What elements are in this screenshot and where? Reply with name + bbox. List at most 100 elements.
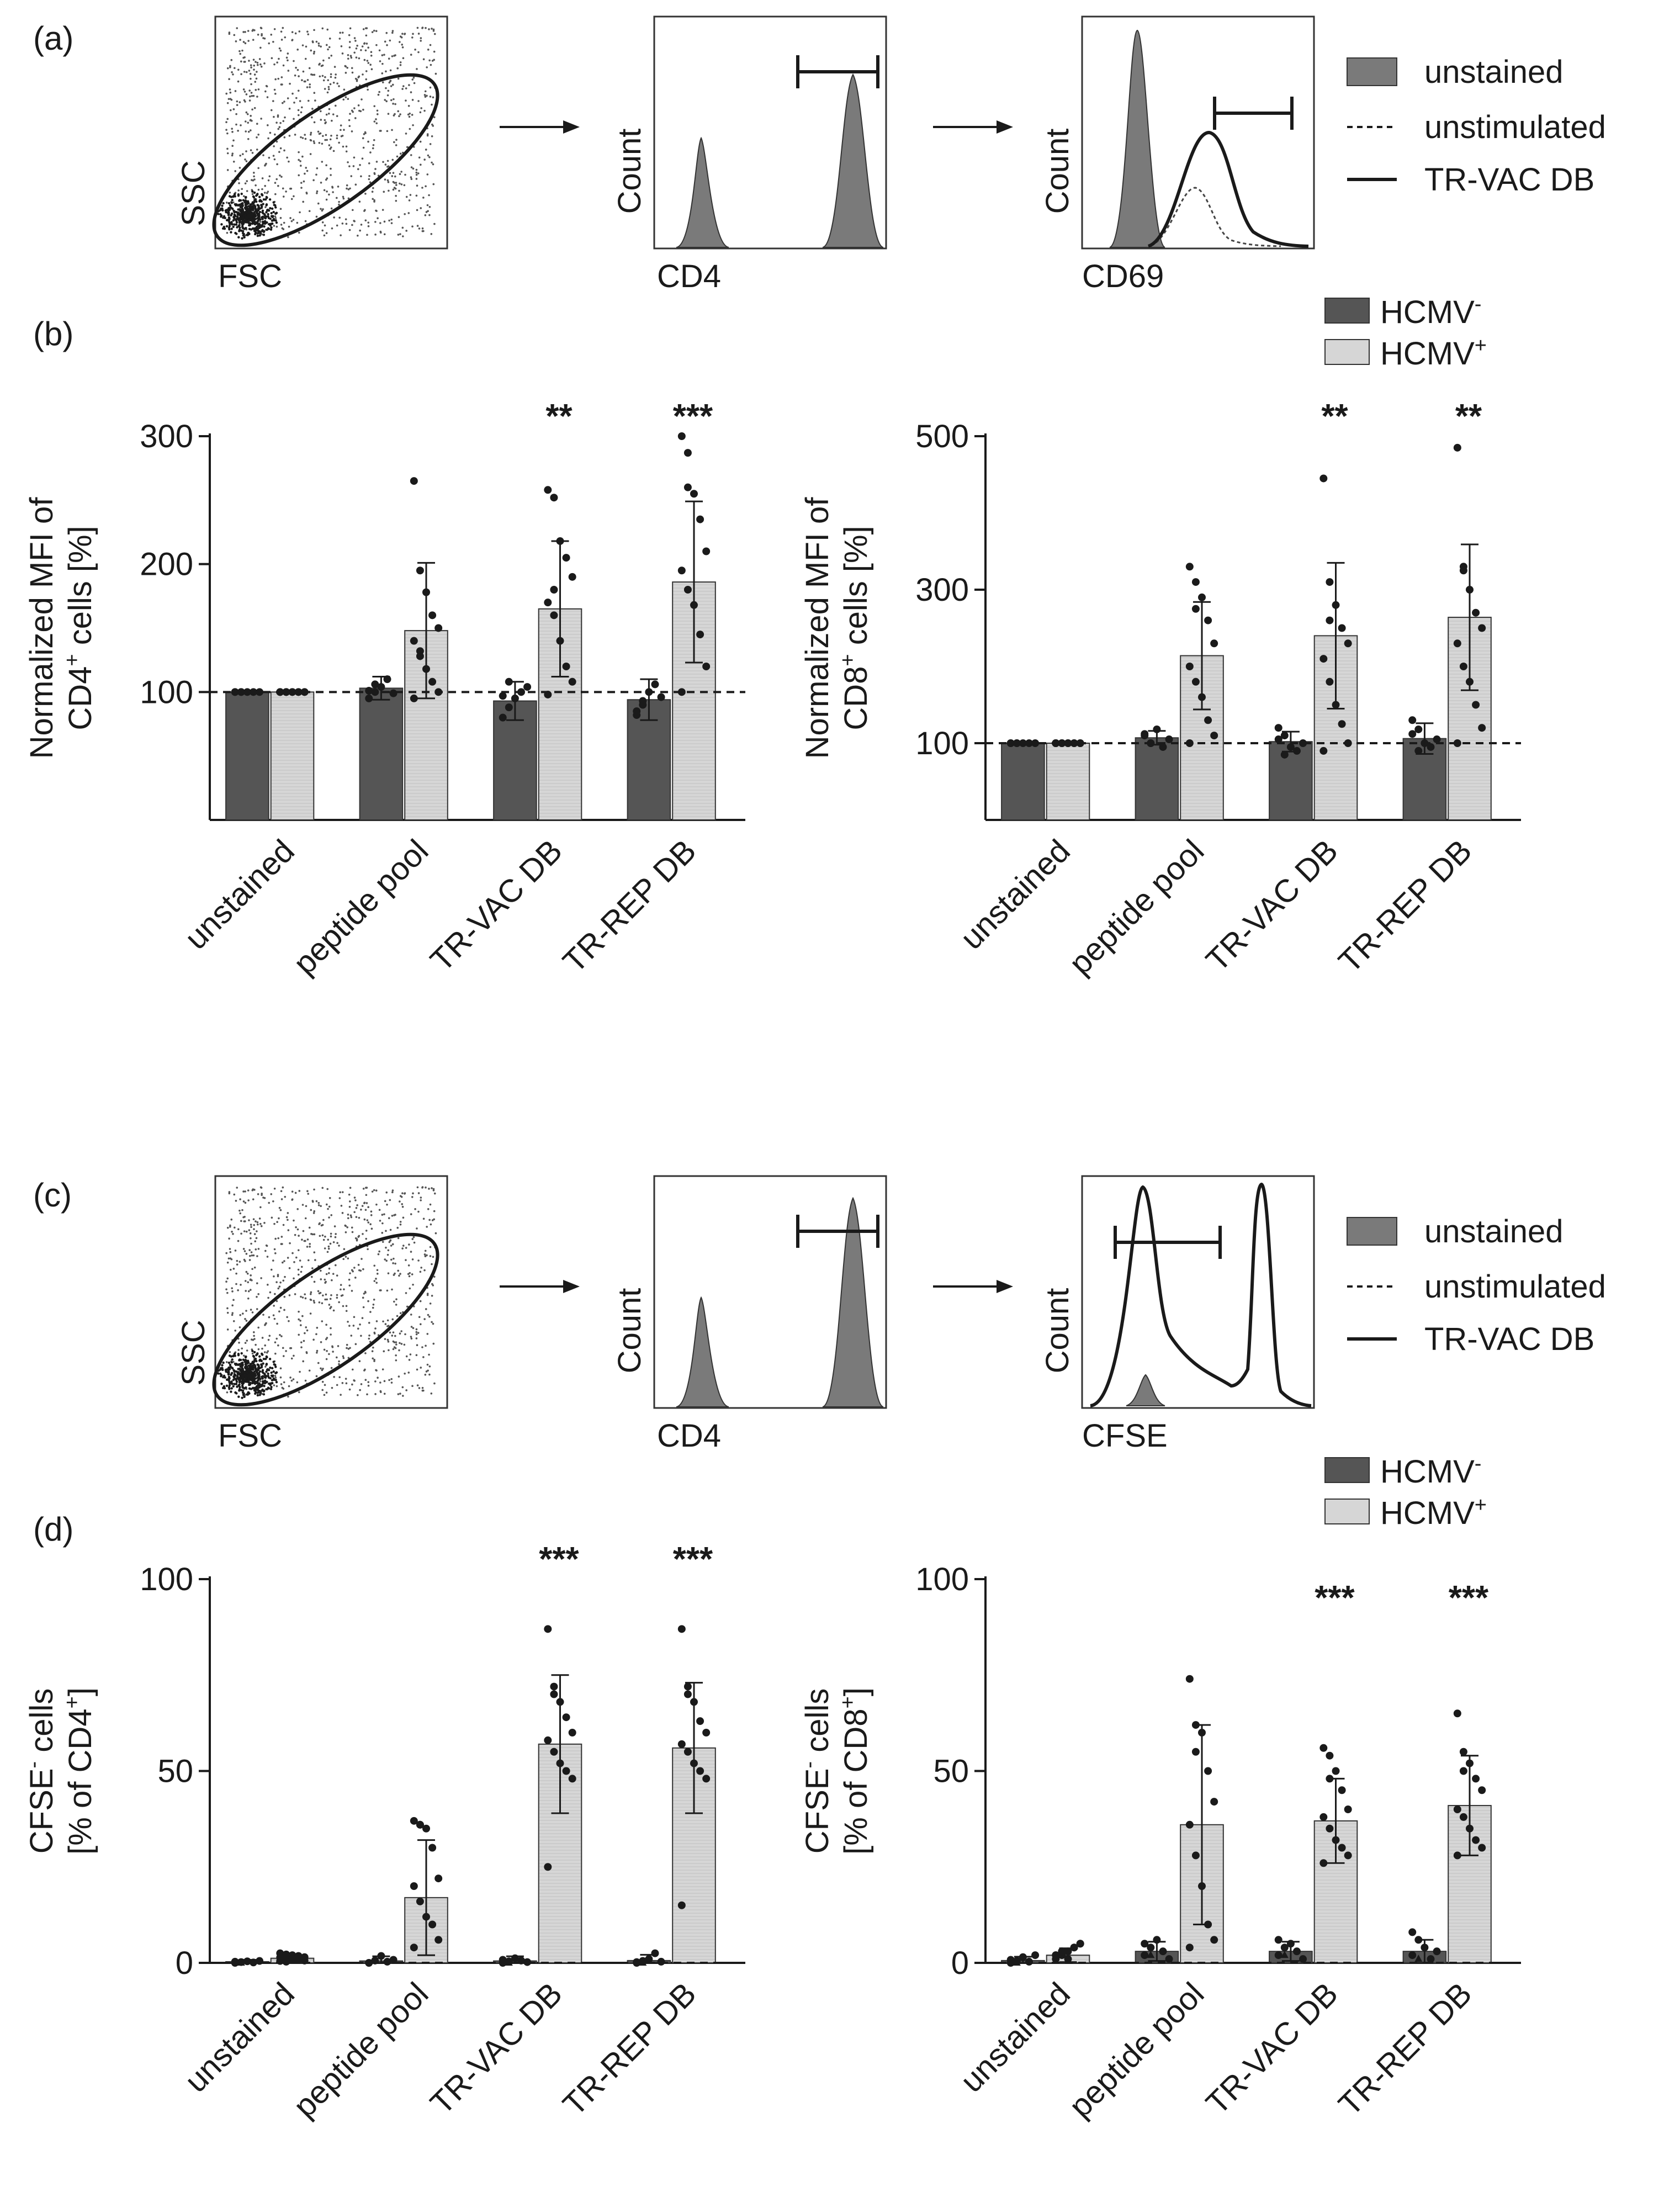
scatter-dot [364, 1291, 367, 1294]
scatter-dot [393, 141, 395, 144]
data-point [1076, 1940, 1084, 1948]
scatter-dot [241, 218, 244, 221]
scatter-dot [359, 1269, 362, 1272]
data-point [677, 566, 686, 575]
scatter-dot [389, 80, 392, 82]
scatter-dot [272, 155, 275, 157]
scatter-dot [360, 1208, 362, 1211]
scatter-dot [279, 216, 282, 219]
scatter-dot [390, 222, 393, 224]
scatter-dot [255, 61, 257, 63]
scatter-dot [237, 236, 240, 239]
scatter-dot [331, 227, 333, 230]
scatter-dot [386, 1203, 388, 1206]
scatter-dot [247, 1380, 250, 1383]
scatter-dot [317, 1362, 320, 1364]
scatter-dot [345, 150, 348, 153]
scatter-dot [282, 27, 284, 29]
scatter-dot [253, 1224, 256, 1226]
scatter-dot [288, 107, 291, 110]
data-point [1326, 1751, 1334, 1760]
scatter-dot [245, 1310, 247, 1312]
scatter-dot [246, 1349, 248, 1352]
c-cfse-histogram: Count CFSE [1040, 1175, 1315, 1454]
scatter-dot [336, 115, 338, 117]
scatter-dot [244, 1201, 247, 1204]
scatter-dot [401, 226, 404, 229]
data-point [1191, 605, 1200, 613]
scatter-dot [248, 1219, 250, 1221]
scatter-dot [243, 195, 245, 198]
scatter-dot [366, 1393, 368, 1396]
scatter-dot [398, 1274, 400, 1277]
scatter-dot [236, 226, 239, 229]
scatter-dot [394, 1214, 396, 1216]
scatter-dot [386, 1289, 389, 1292]
scatter-dot [273, 225, 275, 227]
scatter-dot [423, 1269, 426, 1272]
scatter-dot [311, 1267, 314, 1269]
scatter-dot [235, 1200, 237, 1202]
x-tick-label: TR-REP DB [1332, 1976, 1478, 2122]
data-point [550, 586, 558, 594]
scatter-dot [367, 221, 370, 224]
scatter-dot [239, 52, 242, 55]
data-point [1433, 735, 1441, 744]
scatter-dot [276, 1322, 278, 1325]
scatter-dot [221, 1367, 224, 1370]
scatter-dot [399, 1342, 401, 1344]
scatter-dot [331, 119, 333, 122]
scatter-dot [367, 1248, 369, 1251]
scatter-dot [240, 212, 243, 215]
scatter-dot [358, 1216, 361, 1219]
data-point [256, 1957, 264, 1965]
scatter-dot [288, 1320, 290, 1322]
scatter-dot [348, 1325, 351, 1327]
scatter-dot [253, 107, 256, 109]
scatter-dot [247, 231, 250, 235]
c-cfse-unstained [1126, 1374, 1165, 1406]
scatter-dot [250, 92, 253, 94]
scatter-dot [245, 1367, 247, 1370]
scatter-dot [354, 1237, 357, 1240]
scatter-dot [304, 1217, 307, 1220]
scatter-dot [245, 207, 247, 210]
scatter-dot [227, 1386, 231, 1389]
scatter-dot [419, 140, 422, 143]
scatter-dot [287, 70, 290, 72]
scatter-dot [371, 1350, 374, 1353]
scatter-dot [381, 1222, 384, 1225]
scatter-dot [372, 1303, 375, 1306]
scatter-dot [274, 1352, 277, 1355]
scatter-dot [373, 120, 376, 123]
a-ssc-label: SSC [176, 160, 211, 226]
scatter-dot [330, 134, 332, 137]
scatter-dot [245, 111, 248, 114]
scatter-dot [318, 63, 320, 66]
scatter-dot [273, 158, 276, 161]
scatter-dot [345, 1256, 347, 1258]
scatter-dot [410, 1314, 412, 1316]
scatter-dot [256, 193, 259, 195]
scatter-dot [426, 1333, 429, 1335]
scatter-dot [410, 1337, 413, 1340]
scatter-dot [420, 207, 422, 209]
scatter-dot [289, 1376, 292, 1379]
data-point [657, 1957, 665, 1966]
scatter-dot [363, 1201, 366, 1204]
data-point [499, 1956, 507, 1964]
data-point [550, 611, 558, 620]
scatter-dot [232, 1268, 235, 1270]
scatter-dot [266, 208, 269, 211]
scatter-dot [313, 1188, 315, 1191]
data-point [1064, 1955, 1072, 1963]
scatter-dot [272, 1370, 275, 1373]
scatter-dot [409, 1353, 412, 1356]
data-point [1185, 663, 1194, 670]
scatter-dot [394, 175, 396, 178]
scatter-dot [241, 230, 245, 232]
scatter-dot [287, 1257, 289, 1259]
scatter-dot [225, 1280, 227, 1283]
scatter-dot [311, 108, 314, 110]
scatter-dot [236, 100, 239, 103]
